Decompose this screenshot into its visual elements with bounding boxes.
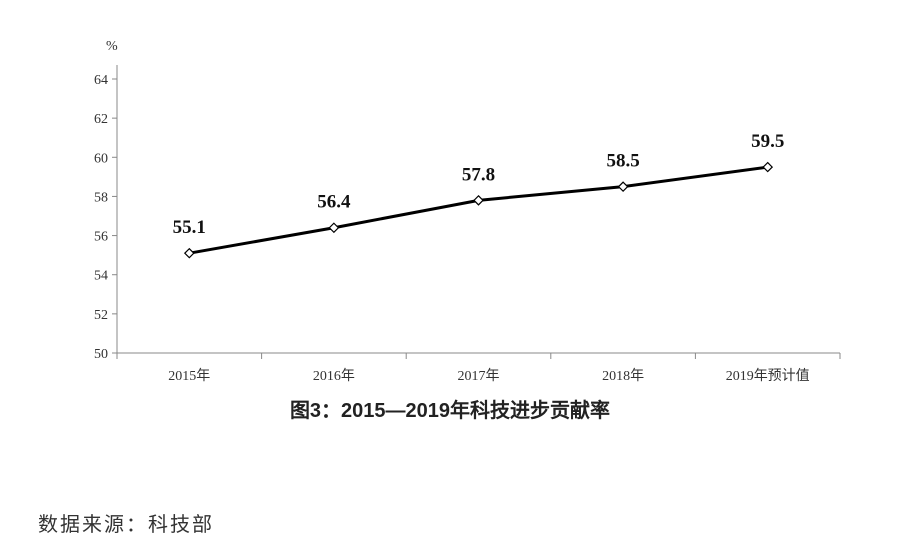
data-label: 59.5 xyxy=(751,131,784,152)
x-tick-label: 2016年 xyxy=(313,368,355,384)
x-tick-label: 2015年 xyxy=(168,368,210,384)
y-tick-label: 64 xyxy=(94,73,108,88)
y-tick-label: 60 xyxy=(94,151,108,166)
y-tick-label: 54 xyxy=(94,269,108,284)
data-point-marker xyxy=(328,222,340,234)
data-point-marker xyxy=(183,247,195,259)
data-label: 57.8 xyxy=(462,164,495,185)
data-label: 58.5 xyxy=(606,151,639,172)
data-label: 55.1 xyxy=(173,217,206,238)
data-source: 数据来源：科技部 xyxy=(38,512,214,536)
x-tick-label: 2017年 xyxy=(458,368,500,384)
x-tick-label: 2018年 xyxy=(602,368,644,384)
y-axis-unit: % xyxy=(106,39,118,54)
y-tick-label: 56 xyxy=(94,230,108,245)
y-tick-label: 62 xyxy=(94,112,108,127)
y-tick-label: 52 xyxy=(94,308,108,323)
data-point-marker xyxy=(762,161,774,173)
x-tick-label: 2019年预计值 xyxy=(726,368,810,384)
y-tick-label: 58 xyxy=(94,190,108,205)
data-point-marker xyxy=(617,181,629,192)
data-label: 56.4 xyxy=(317,192,351,213)
chart-title: 图3：2015—2019年科技进步贡献率 xyxy=(290,398,610,422)
data-point-marker xyxy=(473,194,484,206)
y-tick-label: 50 xyxy=(94,347,108,362)
